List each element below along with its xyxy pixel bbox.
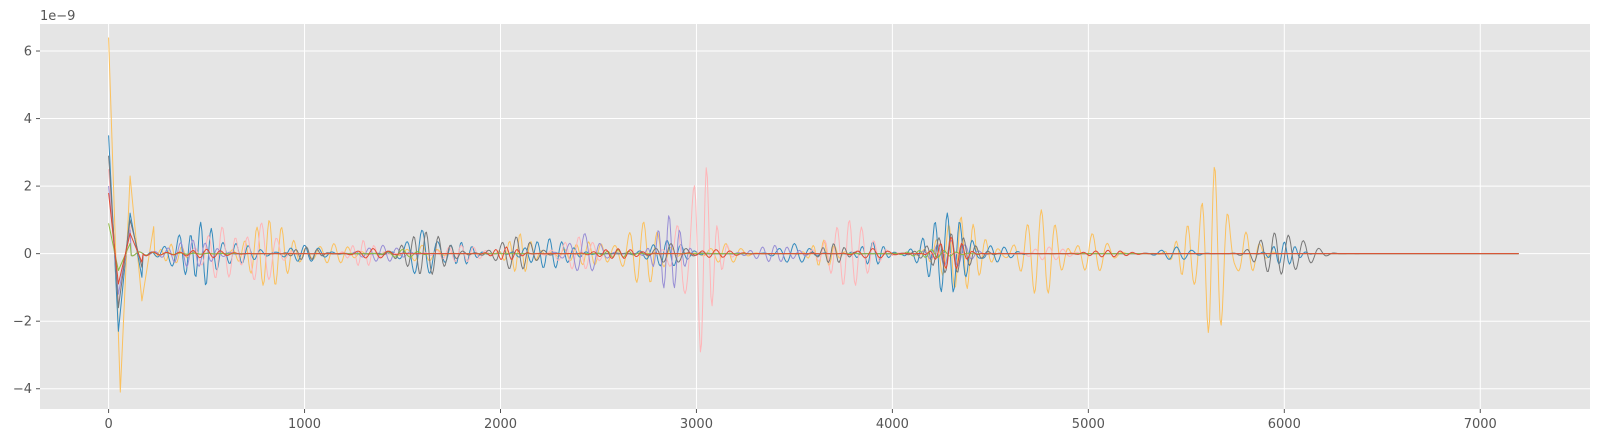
- x-tick-label: 2000: [484, 417, 517, 432]
- y-tick-label: 0: [24, 247, 32, 262]
- y-tick-label: 6: [24, 45, 32, 60]
- y-tick-label: 2: [24, 180, 32, 195]
- x-tick-label: 5000: [1072, 417, 1105, 432]
- x-tick-label: 4000: [876, 417, 909, 432]
- y-tick-label: 4: [24, 112, 32, 127]
- axis-ticks: 0 1000 2000 3000 4000 5000 6000 7000 −4 −2 0 2 4 6: [13, 45, 1497, 432]
- x-tick-label: 7000: [1464, 417, 1497, 432]
- y-tick-label: −2: [13, 315, 32, 330]
- x-tick-label: 3000: [680, 417, 713, 432]
- series-line: [108, 192, 1519, 285]
- x-tick-label: 0: [104, 417, 112, 432]
- x-tick-label: 1000: [288, 417, 321, 432]
- series-group: [108, 37, 1519, 393]
- plot-background: [40, 24, 1590, 409]
- x-tick-label: 6000: [1268, 417, 1301, 432]
- y-offset-label: 1e−9: [40, 9, 75, 24]
- y-tick-label: −4: [13, 382, 32, 397]
